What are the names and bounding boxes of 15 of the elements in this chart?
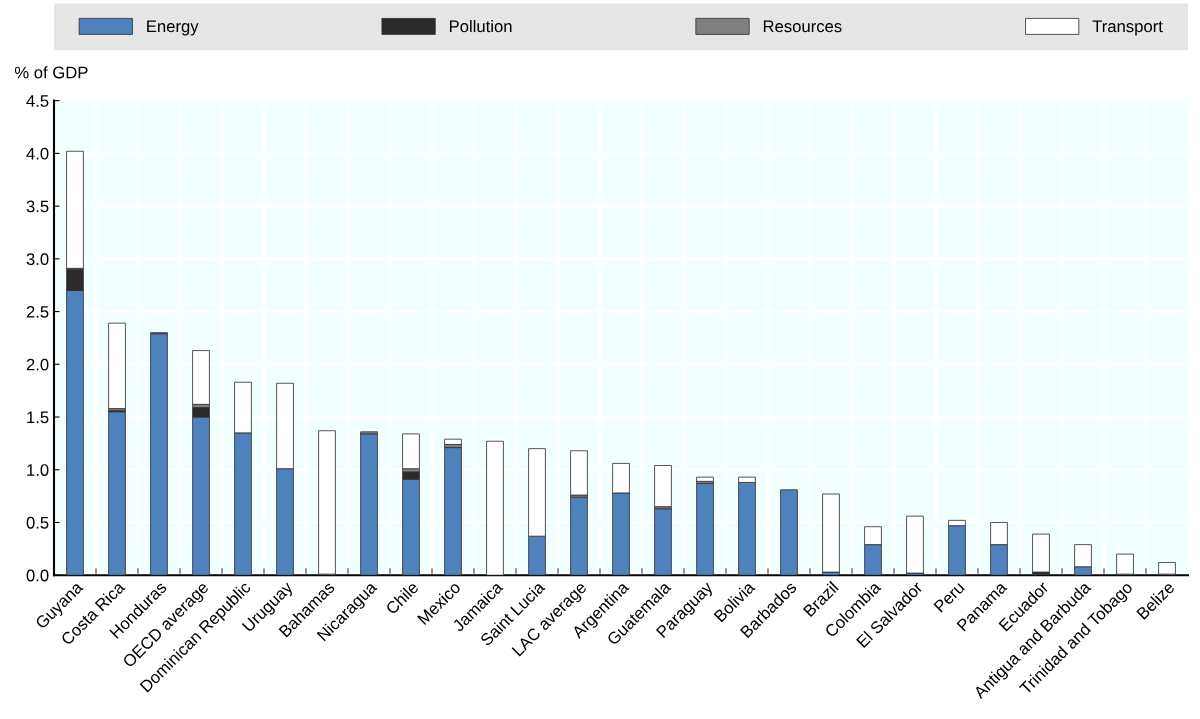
y-tick-label: 1.5	[27, 411, 49, 424]
y-tick-label: 1.0	[27, 464, 49, 476]
y-axis-title: % of GDP	[14, 66, 88, 79]
y-tick-label: 4.5	[26, 95, 49, 107]
y-tick-label: 3.0	[26, 253, 49, 266]
legend-label: Resources	[763, 20, 842, 33]
y-tick-label: 4.0	[26, 147, 49, 160]
legend-label: Energy	[147, 20, 199, 36]
y-tick-label: 3.5	[26, 200, 49, 213]
y-tick-label: 2.5	[26, 305, 49, 318]
y-tick-label: 0.0	[26, 569, 49, 582]
legend-label: Transport	[1092, 20, 1163, 36]
legend-label: Pollution	[449, 19, 512, 33]
y-tick-label: 0.5	[26, 516, 49, 529]
y-tick-label: 2.0	[26, 358, 49, 371]
